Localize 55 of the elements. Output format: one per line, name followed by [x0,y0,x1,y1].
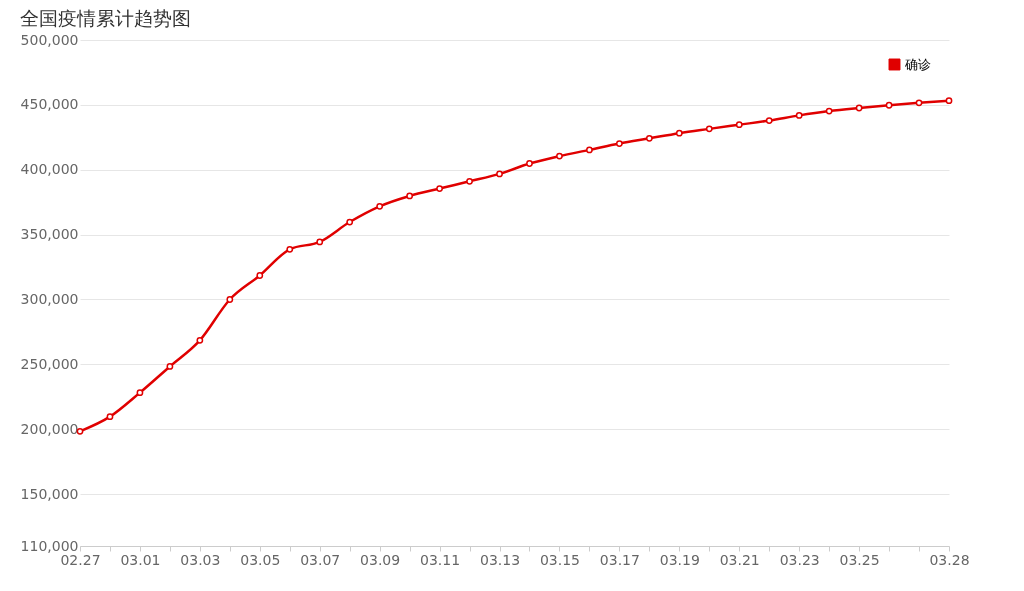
point [915,99,923,107]
x-tick-label: 03.01 [120,551,161,568]
x-tick-label: 03.17 [599,551,640,568]
chart-title: 全国疫情累计趋势图 [20,7,192,29]
y-tick-label: 150,000 [20,485,79,502]
y-tick-label: 250,000 [20,355,79,372]
point [106,413,114,421]
point [136,389,144,397]
point [346,218,354,226]
legend-label: 确诊 [904,56,931,72]
x-tick-label: 03.23 [779,551,820,568]
x-tick-label: 03.03 [180,551,221,568]
y-tick-label: 110,000 [20,537,79,554]
point [945,97,953,105]
y-tick-label: 500,000 [20,31,79,48]
x-tick-label: 03.05 [240,551,281,568]
point [316,238,324,246]
point [436,185,443,192]
point [735,121,743,129]
y-tick-label: 300,000 [20,290,79,307]
point [645,134,653,142]
x-tick-label: 03.28 [929,551,970,568]
y-tick-label: 450,000 [20,96,79,113]
x-tick-label: 03.15 [539,551,580,568]
point [166,363,174,370]
point [615,140,623,147]
y-tick-label: 200,000 [20,420,79,437]
point [256,272,264,279]
x-tick-label: 03.19 [659,551,700,568]
point [825,107,833,115]
point [406,192,414,200]
point [196,336,204,344]
point [675,129,683,137]
point [705,125,713,133]
x-tick-label: 03.07 [300,551,341,568]
point [855,104,863,112]
point [586,146,593,154]
x-tick-label: 03.21 [719,551,760,568]
point [286,245,294,253]
x-tick-label: 03.25 [839,551,880,568]
x-tick-label: 03.09 [360,551,401,568]
point [765,117,773,124]
x-tick-label: 02.27 [60,551,101,568]
point [556,152,563,160]
point [466,177,473,185]
point [885,101,893,109]
x-tick-label: 03.13 [479,551,521,568]
y-tick-label: 350,000 [20,226,79,243]
point [226,296,234,303]
x-tick-label: 03.11 [420,551,461,568]
point [795,111,803,119]
y-tick-label: 400,000 [20,161,79,178]
point [376,202,384,210]
point [526,160,533,167]
point [496,170,503,178]
